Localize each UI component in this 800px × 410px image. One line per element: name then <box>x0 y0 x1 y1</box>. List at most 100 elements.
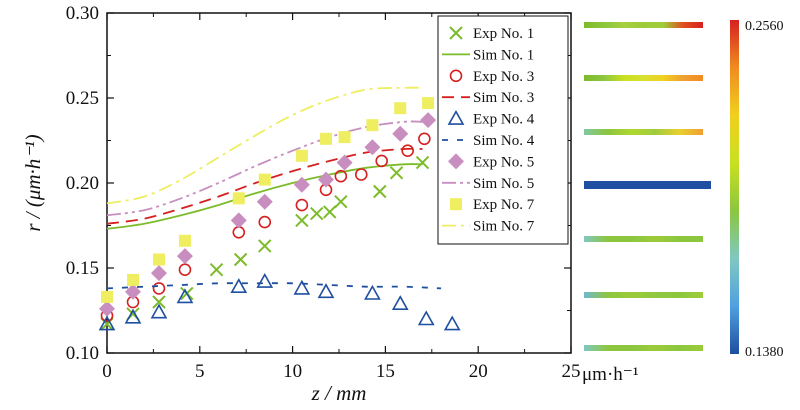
data-point <box>258 215 272 229</box>
data-point <box>443 315 461 331</box>
series-exp-no-4 <box>98 272 461 331</box>
legend-item: Sim No. 7 <box>442 219 535 235</box>
legend-item: Exp No. 3 <box>449 69 534 85</box>
data-point <box>178 263 192 277</box>
colorbar-max-label: 0.2560 <box>745 19 784 34</box>
y-tick-label: 0.25 <box>66 88 99 109</box>
legend-label: Sim No. 7 <box>473 219 535 235</box>
colormap-strip <box>584 129 703 135</box>
series-exp-no-5 <box>99 112 437 317</box>
data-point <box>152 253 165 266</box>
series-layer <box>98 86 461 331</box>
data-point <box>124 283 141 300</box>
series-line <box>106 282 442 290</box>
x-tick-labels: 0 5 10 15 20 25 <box>102 361 580 382</box>
data-point <box>320 132 333 145</box>
series-exp-no-1 <box>100 155 430 331</box>
legend-label: Exp No. 7 <box>473 197 535 213</box>
legend-item: Exp No. 7 <box>450 197 535 213</box>
data-point <box>152 295 166 309</box>
data-point <box>256 193 273 210</box>
data-point <box>293 176 310 193</box>
legend-item: Exp No. 4 <box>447 109 535 128</box>
data-point <box>209 262 224 277</box>
legend-label: Sim No. 4 <box>473 133 535 149</box>
series-sim-no-5 <box>106 120 423 217</box>
legend-marker-swatch <box>449 69 463 83</box>
y-tick-label: 0.10 <box>66 343 99 364</box>
series-sim-no-4 <box>106 282 442 290</box>
legend-item: Sim No. 4 <box>442 133 535 149</box>
data-point <box>354 168 368 181</box>
data-point <box>152 282 166 295</box>
data-point <box>232 226 246 239</box>
colorbar-unit-label: μm·h⁻¹ <box>582 364 639 385</box>
series-exp-no-7 <box>101 97 435 303</box>
legend-item: Sim No. 3 <box>442 90 534 106</box>
data-point <box>366 119 379 132</box>
legend-label: Exp No. 3 <box>473 69 534 85</box>
data-point <box>176 248 193 265</box>
data-point <box>389 166 404 180</box>
legend: Exp No. 1 Sim No. 1 Exp No. 3 Sim No. 3 Exp … <box>437 15 569 245</box>
series-sim-no-1 <box>106 163 423 230</box>
legend-label: Sim No. 1 <box>473 47 534 63</box>
data-point <box>318 171 335 188</box>
legend-item: Sim No. 1 <box>442 47 534 63</box>
data-point <box>373 184 387 199</box>
data-point <box>126 273 139 286</box>
data-point <box>230 212 247 229</box>
y-tick-label: 0.30 <box>66 3 99 24</box>
legend-label: Exp No. 1 <box>473 26 534 42</box>
data-point <box>310 206 324 221</box>
data-point <box>323 205 337 219</box>
data-point <box>98 315 116 331</box>
x-tick-label: 10 <box>283 361 302 382</box>
legend-marker-swatch <box>448 153 464 170</box>
data-point <box>101 290 113 303</box>
colormap-strip <box>584 22 703 28</box>
data-point <box>295 149 308 162</box>
x-tick-label: 5 <box>195 361 205 382</box>
data-point <box>150 303 168 319</box>
legend-label: Sim No. 3 <box>473 90 534 106</box>
colorbar: 0.2560 0.1380 <box>730 19 784 360</box>
legend-item: Sim No. 5 <box>442 176 534 192</box>
data-point <box>422 97 435 110</box>
data-point <box>258 239 272 253</box>
series-line <box>106 147 423 225</box>
series-line <box>106 120 423 217</box>
y-tick-label: 0.15 <box>66 258 99 279</box>
colormap-strip <box>584 181 711 189</box>
axis-ticks <box>106 12 572 354</box>
x-tick-label: 25 <box>562 361 581 382</box>
legend-item: Exp No. 1 <box>449 26 534 42</box>
x-tick-label: 0 <box>102 361 112 382</box>
colormap-strip <box>584 292 703 298</box>
data-point <box>338 131 351 144</box>
data-point <box>334 169 348 183</box>
data-point <box>295 198 309 212</box>
colormap-strip <box>584 75 703 81</box>
data-point <box>233 252 248 267</box>
legend-marker-swatch <box>450 198 462 211</box>
data-point <box>334 194 348 209</box>
data-point <box>124 308 142 324</box>
colormap-strips <box>584 22 711 351</box>
data-point <box>336 154 353 171</box>
data-point <box>232 192 245 205</box>
y-tick-label: 0.20 <box>66 173 99 194</box>
legend-item: Exp No. 5 <box>448 153 534 170</box>
data-point <box>375 154 388 168</box>
data-point <box>415 155 430 170</box>
colormap-strip <box>584 345 703 351</box>
x-axis-title: z / mm <box>311 381 367 405</box>
colorbar-gradient <box>730 20 739 354</box>
data-point <box>176 288 194 304</box>
data-point <box>230 278 248 293</box>
series-line <box>106 163 423 230</box>
data-point <box>417 310 435 326</box>
colormap-strip <box>584 236 703 242</box>
legend-label: Exp No. 4 <box>473 112 535 128</box>
